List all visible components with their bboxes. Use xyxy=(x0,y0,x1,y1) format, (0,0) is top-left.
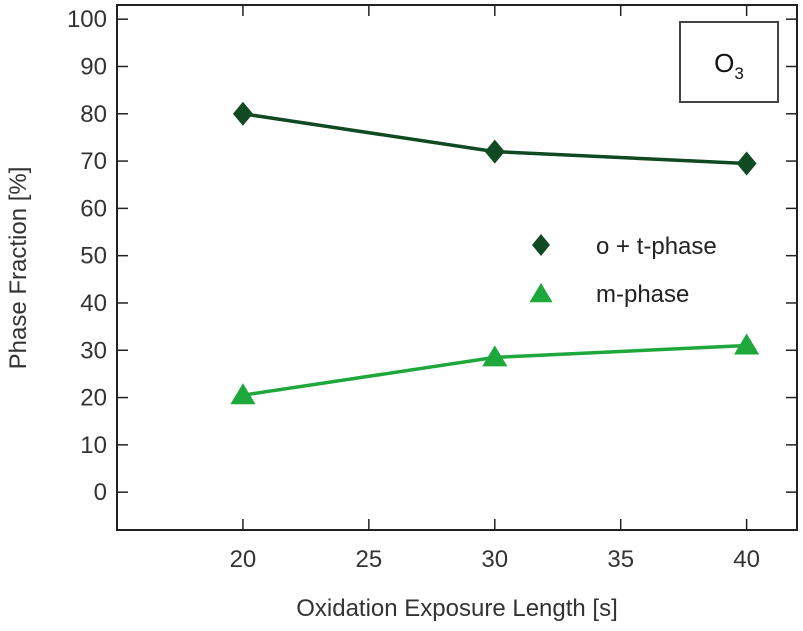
y-tick-label: 40 xyxy=(80,290,107,317)
legend-label-m-phase: m-phase xyxy=(596,281,689,308)
x-tick-label: 35 xyxy=(607,546,634,573)
annotation-main: O xyxy=(714,48,734,78)
x-tick-label: 20 xyxy=(230,546,257,573)
y-tick-label: 0 xyxy=(94,479,107,506)
point-o-t-phase xyxy=(484,139,505,164)
y-tick-label: 100 xyxy=(67,6,107,33)
series-layer xyxy=(230,101,760,405)
y-tick-label: 10 xyxy=(80,432,107,459)
y-tick-label: 20 xyxy=(80,385,107,412)
point-m-phase xyxy=(482,345,508,367)
annotation-frame xyxy=(679,21,779,103)
x-tick-label: 30 xyxy=(481,546,508,573)
annotation-subscript: 3 xyxy=(734,64,743,83)
annotation-label: O3 xyxy=(714,48,744,83)
x-tick-label: 25 xyxy=(356,546,383,573)
y-tick-label: 90 xyxy=(80,53,107,80)
legend-marker-m-phase xyxy=(529,283,553,303)
point-o-t-phase xyxy=(736,151,757,176)
x-tick-label: 40 xyxy=(733,546,760,573)
point-m-phase xyxy=(734,333,760,355)
y-tick-label: 30 xyxy=(80,337,107,364)
x-axis-ticks: 20 25 30 35 40 xyxy=(230,5,760,573)
legend: o + t-phase m-phase xyxy=(529,233,717,308)
point-m-phase xyxy=(230,383,256,405)
point-o-t-phase xyxy=(232,101,253,126)
y-axis-ticks: 0 10 20 30 40 50 60 70 80 90 100 xyxy=(67,6,797,506)
legend-marker-o-t-phase xyxy=(532,234,550,256)
y-tick-label: 80 xyxy=(80,101,107,128)
y-axis-title: Phase Fraction [%] xyxy=(5,167,32,370)
legend-label-o-t-phase: o + t-phase xyxy=(596,233,717,260)
x-axis-title: Oxidation Exposure Length [s] xyxy=(296,595,618,622)
y-tick-label: 70 xyxy=(80,148,107,175)
y-tick-label: 50 xyxy=(80,243,107,270)
y-tick-label: 60 xyxy=(80,195,107,222)
plot-frame xyxy=(116,4,798,531)
annotation-box: O3 xyxy=(679,21,779,103)
